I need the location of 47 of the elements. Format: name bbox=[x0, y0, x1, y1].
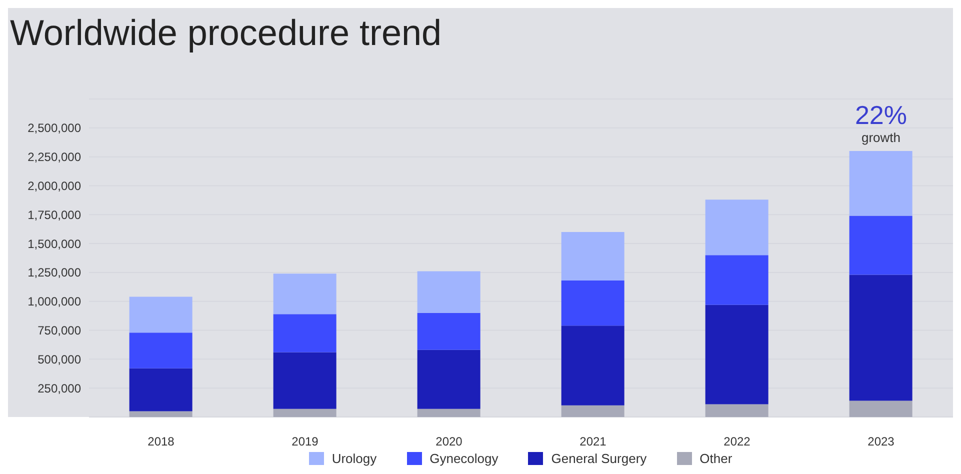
legend-label: Gynecology bbox=[430, 451, 498, 466]
bar bbox=[129, 296, 192, 333]
y-tick-label: 750,000 bbox=[38, 324, 82, 338]
bar bbox=[561, 232, 624, 281]
annotation: 22% bbox=[854, 100, 908, 130]
bar bbox=[417, 350, 480, 409]
x-tick-label: 2019 bbox=[292, 434, 319, 449]
bar bbox=[705, 304, 768, 404]
bar bbox=[561, 280, 624, 326]
bar bbox=[417, 312, 480, 350]
chart-title: Worldwide procedure trend bbox=[9, 11, 443, 55]
x-tick-label: 2018 bbox=[148, 434, 175, 449]
bar bbox=[849, 400, 912, 417]
legend-label: General Surgery bbox=[551, 451, 647, 466]
bar bbox=[417, 408, 480, 417]
bar bbox=[849, 274, 912, 401]
annotation: growth bbox=[861, 130, 901, 146]
bar bbox=[273, 352, 336, 409]
bar bbox=[129, 368, 192, 412]
y-tick-label: 250,000 bbox=[38, 381, 82, 396]
bar bbox=[561, 326, 624, 406]
x-tick-label: 2021 bbox=[580, 434, 607, 449]
bar bbox=[705, 404, 768, 417]
bar bbox=[705, 200, 768, 256]
y-tick-label: 2,000,000 bbox=[28, 178, 82, 193]
legend-label: Urology bbox=[332, 451, 377, 466]
bar bbox=[273, 314, 336, 352]
bar bbox=[417, 271, 480, 313]
legend-label: Other bbox=[700, 451, 732, 466]
y-tick-label: 1,000,000 bbox=[28, 294, 82, 309]
bar bbox=[129, 332, 192, 368]
y-tick-label: 1,500,000 bbox=[28, 236, 82, 251]
x-tick-label: 2023 bbox=[868, 434, 895, 449]
y-tick-label: 500,000 bbox=[38, 352, 82, 366]
bar bbox=[705, 255, 768, 305]
bar bbox=[849, 151, 912, 216]
bar bbox=[273, 408, 336, 417]
y-tick-label: 2,250,000 bbox=[28, 150, 82, 164]
y-tick-label: 1,750,000 bbox=[28, 208, 82, 222]
y-tick-label: 2,500,000 bbox=[28, 121, 82, 136]
bar bbox=[129, 411, 192, 417]
bar bbox=[273, 274, 336, 314]
x-tick-label: 2020 bbox=[436, 434, 463, 449]
bar bbox=[561, 405, 624, 417]
y-tick-label: 1,250,000 bbox=[28, 266, 82, 280]
x-tick-label: 2022 bbox=[724, 434, 751, 449]
bar bbox=[849, 216, 912, 275]
